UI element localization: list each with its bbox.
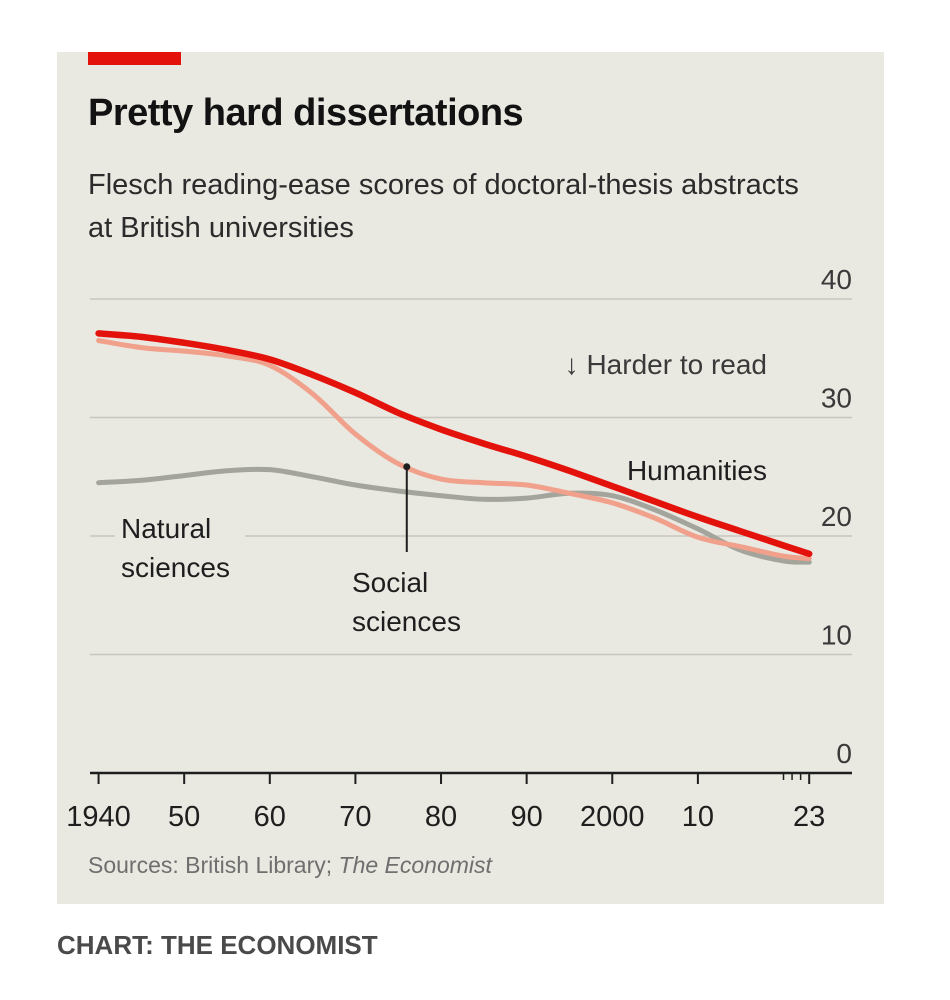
- x-tick-label: 1940: [66, 801, 131, 833]
- y-tick-label: 30: [821, 383, 852, 414]
- x-tick-label: 23: [793, 801, 825, 833]
- series-lines: [95, 330, 813, 565]
- x-axis: 1940 50 60 70 80 90 2000 10 23: [66, 771, 852, 833]
- direction-annotation: ↓ Harder to read: [565, 349, 767, 380]
- source-prefix: Sources: British Library;: [88, 852, 339, 878]
- accent-bar: [88, 52, 181, 65]
- source-italic: The Economist: [338, 852, 492, 878]
- y-tick-label: 0: [836, 738, 852, 769]
- annotations: Humanities Natural sciences Social sciences ↓…: [115, 349, 767, 637]
- chart-panel: Pretty hard dissertations Flesch reading…: [57, 52, 884, 904]
- label-natural-sciences: Natural sciences: [121, 513, 230, 583]
- y-axis: 0 10 20 30 40: [821, 264, 852, 769]
- chart-subtitle: Flesch reading-ease scores of doctoral-t…: [88, 169, 799, 244]
- label-social-sciences: Social sciences: [352, 567, 461, 637]
- x-tick-label: 2000: [580, 801, 645, 833]
- leader-dot: [403, 463, 411, 471]
- label-background: [115, 502, 245, 592]
- chart-title: Pretty hard dissertations: [88, 92, 524, 134]
- x-tick-label: 70: [339, 801, 371, 833]
- chart-credit: CHART: THE ECONOMIST: [57, 930, 378, 960]
- source-note: Sources: British Library; The Economist: [88, 852, 492, 879]
- x-tick-label: 50: [168, 801, 200, 833]
- x-tick-label: 90: [511, 801, 543, 833]
- y-tick-label: 40: [821, 264, 852, 295]
- series-line-social-sciences: [96, 338, 812, 561]
- series-line-humanities: [95, 330, 813, 558]
- line-chart: Humanities Natural sciences Social sciences ↓…: [66, 264, 852, 833]
- label-humanities: Humanities: [627, 455, 767, 486]
- x-tick-label: 80: [425, 801, 457, 833]
- x-tick-label: 60: [254, 801, 286, 833]
- y-tick-label: 10: [821, 620, 852, 651]
- x-tick-label: 10: [682, 801, 714, 833]
- series-line-natural-sciences: [96, 466, 812, 565]
- y-tick-label: 20: [821, 501, 852, 532]
